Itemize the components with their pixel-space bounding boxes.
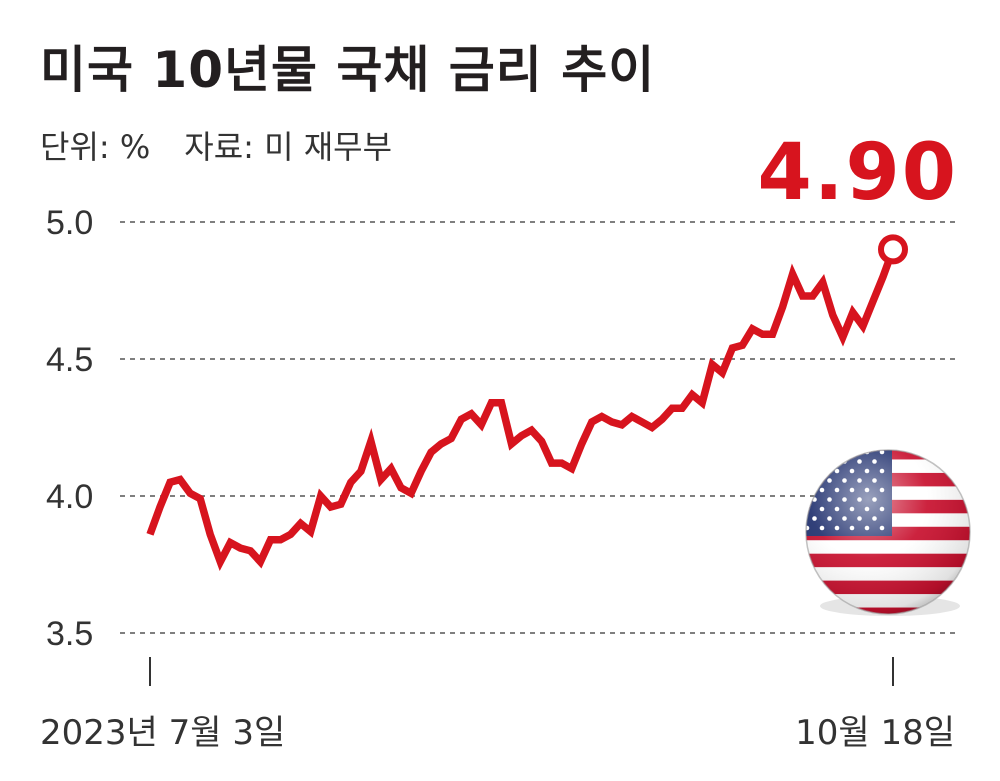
latest-point-marker bbox=[878, 234, 908, 265]
unit-label: 단위: % bbox=[40, 128, 151, 166]
y-tick-label: 3.5 bbox=[46, 615, 93, 653]
y-tick-label: 4.5 bbox=[46, 341, 93, 379]
series-line-group bbox=[146, 234, 908, 572]
x-tick-label: 10월 18일 bbox=[795, 713, 955, 753]
us-flag-icon bbox=[805, 449, 971, 616]
x-tick-label: 2023년 7월 3일 bbox=[40, 713, 285, 753]
x-axis-ticks: 2023년 7월 3일 10월 18일 bbox=[40, 657, 955, 753]
series-line bbox=[146, 248, 897, 572]
y-tick-label: 5.0 bbox=[46, 204, 93, 242]
latest-value-label: 4.90 bbox=[757, 128, 958, 218]
chart-title: 미국 10년물 국채 금리 추이 bbox=[40, 41, 656, 99]
y-tick-label: 4.0 bbox=[46, 478, 93, 516]
y-axis-ticks: 5.0 4.5 4.0 3.5 bbox=[46, 204, 93, 653]
source-label: 자료: 미 재무부 bbox=[184, 128, 393, 166]
chart-subtitle: 단위: % 자료: 미 재무부 bbox=[40, 122, 392, 168]
